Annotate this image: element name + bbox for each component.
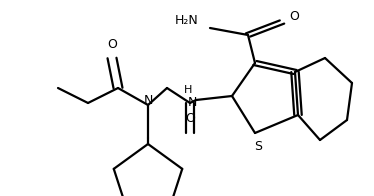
Text: N: N — [143, 93, 153, 106]
Text: S: S — [254, 141, 262, 153]
Text: H: H — [184, 85, 192, 95]
Text: O: O — [107, 37, 117, 51]
Text: H₂N: H₂N — [174, 14, 198, 26]
Text: O: O — [289, 11, 299, 24]
Text: O: O — [185, 113, 195, 125]
Text: N: N — [187, 95, 197, 109]
